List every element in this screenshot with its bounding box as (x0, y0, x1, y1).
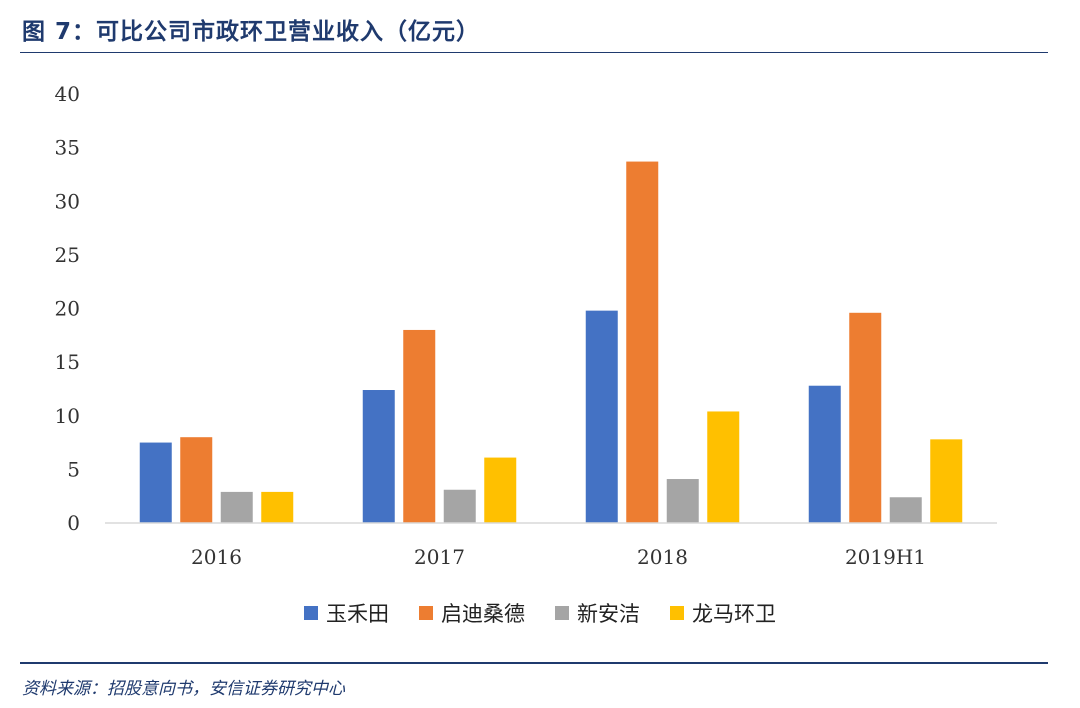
legend-swatch (555, 606, 569, 620)
y-tick-label: 0 (67, 511, 80, 535)
bar (261, 491, 294, 523)
y-tick-label: 35 (55, 136, 80, 160)
legend-swatch (304, 606, 318, 620)
legend-label: 启迪桑德 (441, 602, 525, 626)
y-tick-label: 20 (55, 297, 80, 321)
bar (849, 312, 882, 523)
bar (362, 390, 395, 523)
figure-title: 图 7：可比公司市政环卫营业收入（亿元） (22, 19, 481, 45)
bar (180, 437, 213, 523)
bar (626, 161, 659, 523)
legend-item: 龙马环卫 (670, 598, 776, 628)
x-tick-label: 2017 (414, 545, 465, 569)
bar (220, 491, 253, 523)
y-tick-label: 40 (55, 82, 80, 106)
source-note: 资料来源：招股意向书，安信证券研究中心 (22, 679, 345, 699)
bar (484, 457, 517, 523)
chart-legend: 玉禾田 启迪桑德 新安洁 龙马环卫 (0, 598, 1080, 628)
bar (707, 411, 740, 523)
y-tick-label: 25 (55, 243, 80, 267)
bar (585, 310, 618, 523)
legend-swatch (670, 606, 684, 620)
revenue-bar-chart: 0 5 10 15 20 25 30 35 40 2016 2017 2018 2019H1 (55, 82, 997, 569)
x-tick-label: 2018 (637, 545, 688, 569)
source-divider (20, 662, 1048, 664)
bar (403, 329, 436, 523)
bar (889, 497, 922, 523)
legend-label: 玉禾田 (326, 602, 389, 626)
bar (139, 442, 172, 523)
bar (930, 439, 963, 523)
x-tick-label: 2016 (191, 545, 242, 569)
legend-label: 龙马环卫 (692, 602, 776, 626)
y-tick-label: 5 (67, 457, 80, 481)
y-tick-label: 30 (55, 189, 80, 213)
y-tick-label: 10 (55, 404, 80, 428)
legend-item: 新安洁 (555, 598, 640, 628)
bar (808, 385, 841, 523)
legend-swatch (419, 606, 433, 620)
y-tick-label: 15 (55, 350, 80, 374)
x-tick-label: 2019H1 (845, 545, 926, 569)
legend-item: 玉禾田 (304, 598, 389, 628)
bar (666, 479, 699, 523)
legend-item: 启迪桑德 (419, 598, 525, 628)
bar (443, 489, 476, 523)
title-divider (20, 52, 1048, 53)
legend-label: 新安洁 (577, 602, 640, 626)
